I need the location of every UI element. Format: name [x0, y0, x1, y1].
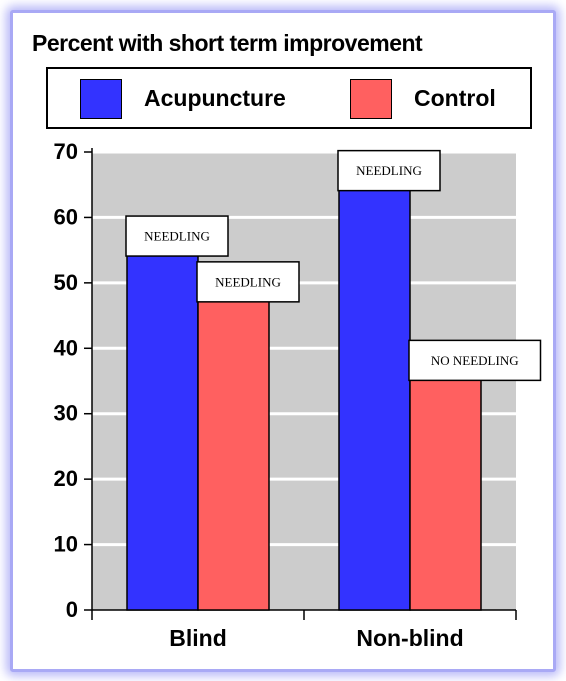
annotation-box-control-blind [196, 261, 300, 303]
annotation-label-acupuncture-non-blind: NEEDLING [356, 163, 422, 178]
x-tick-label-blind: Blind [169, 625, 227, 651]
annotation-box-control-non-blind [408, 339, 542, 382]
y-tick-label-50: 50 [54, 270, 78, 295]
legend: Acupuncture Control [46, 67, 532, 129]
annotation-label-acupuncture-blind: NEEDLING [144, 229, 210, 244]
legend-swatch-acupuncture [80, 79, 122, 119]
annotation-label-control-blind: NEEDLING [215, 274, 281, 289]
y-tick-label-30: 30 [54, 401, 78, 426]
y-tick-label-0: 0 [66, 597, 78, 622]
y-tick-label-70: 70 [54, 139, 78, 164]
bar-acupuncture-blind [126, 236, 199, 611]
legend-swatch-control [350, 79, 392, 119]
bar-control-blind [197, 282, 270, 611]
y-tick-label-60: 60 [54, 204, 78, 229]
legend-label-control: Control [414, 85, 496, 111]
y-tick-label-40: 40 [54, 335, 78, 360]
annotation-box-acupuncture-non-blind [337, 149, 441, 192]
chart-title: Percent with short term improvement [32, 30, 423, 56]
annotation-box-acupuncture-blind [125, 215, 229, 257]
bar-acupuncture-non-blind [338, 170, 411, 611]
x-tick-label-non-blind: Non-blind [356, 625, 463, 651]
legend-label-acupuncture: Acupuncture [144, 85, 286, 111]
y-tick-label-10: 10 [54, 532, 78, 557]
annotation-label-control-non-blind: NO NEEDLING [431, 353, 519, 368]
bar-control-non-blind [409, 360, 482, 611]
y-tick-label-20: 20 [54, 466, 78, 491]
